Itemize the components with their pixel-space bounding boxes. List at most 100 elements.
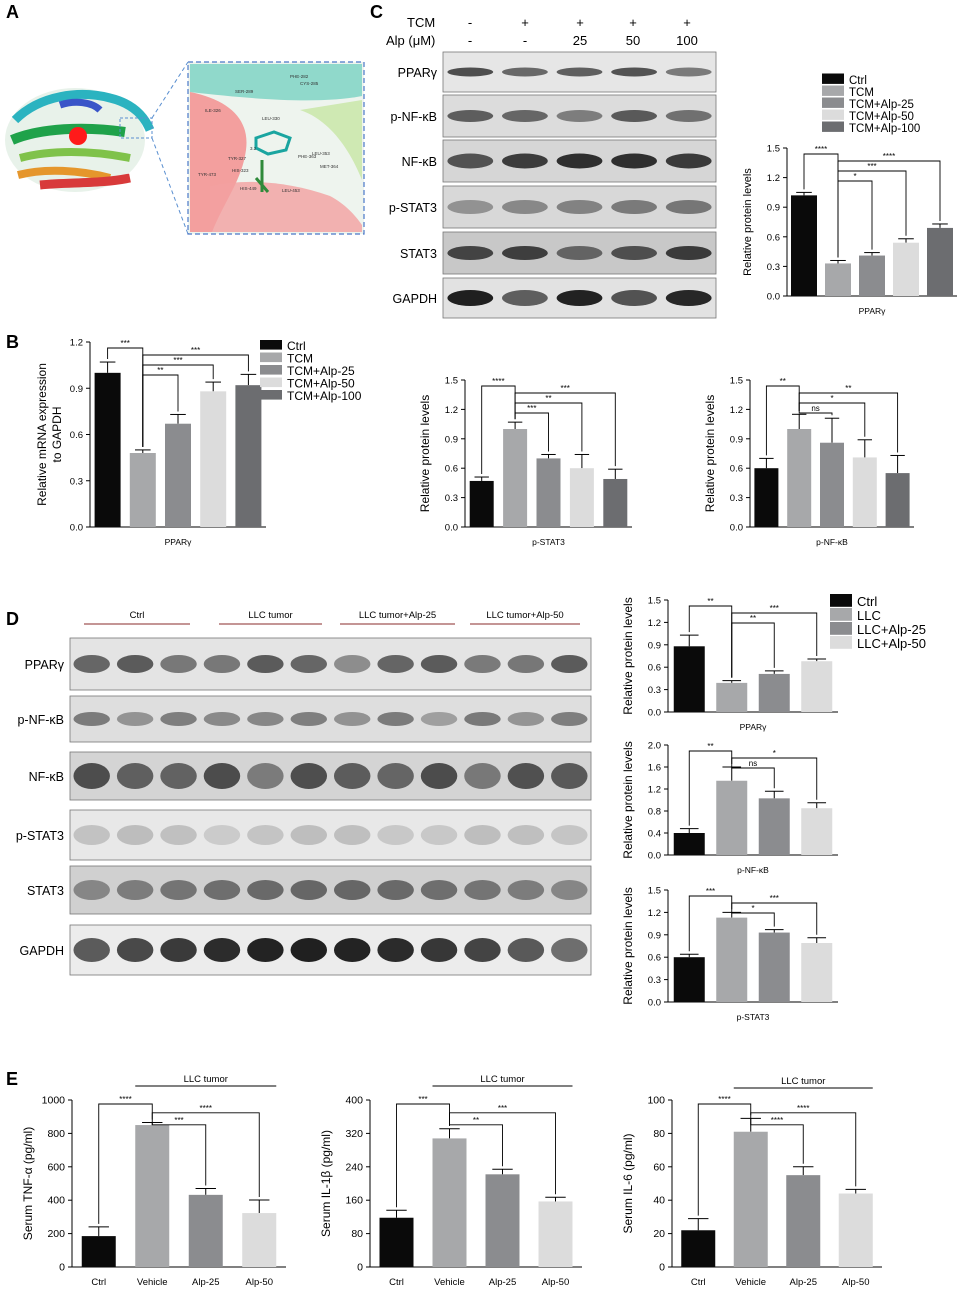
blot-band (116, 712, 154, 726)
blot-band (464, 825, 501, 845)
blot-band (73, 655, 110, 673)
panel-label-a: A (6, 2, 19, 22)
alp-column-value: 100 (676, 33, 698, 48)
blot-label: GAPDH (20, 944, 64, 958)
bar-1 (825, 263, 851, 296)
blot-band (420, 763, 458, 789)
x-axis-label: p-STAT3 (532, 537, 565, 547)
bar-2 (485, 1174, 520, 1267)
blot-band (247, 938, 284, 962)
blot-band (501, 153, 548, 169)
residue-label: LEU-330 (262, 116, 280, 121)
bar-2 (188, 1194, 223, 1267)
bar-2 (786, 1175, 821, 1267)
chart-B_pSTAT3: 0.0 0.3 0.6 0.9 1.2 1.5 Relative protein level… (418, 376, 632, 547)
tcm-column-value: + (576, 15, 584, 30)
bar-2 (820, 442, 844, 527)
y-tick-label: 1.2 (767, 173, 780, 184)
panel-label-b: B (6, 332, 19, 352)
significance-label: *** (498, 1104, 507, 1113)
residue-label: HIS-323 (232, 168, 249, 173)
significance-bracket: *** (514, 384, 616, 467)
blot-band (333, 712, 371, 726)
significance-label: **** (200, 1104, 212, 1113)
y-tick-label: 1.2 (648, 908, 661, 919)
bar-1 (716, 917, 748, 1002)
significance-bracket: * (837, 172, 873, 258)
blot-band (420, 938, 458, 962)
bar-0 (754, 468, 779, 527)
tcm-row-label: TCM (407, 15, 435, 30)
x-tick-label: Ctrl (389, 1277, 404, 1288)
residue-label: LEU-453 (282, 188, 300, 193)
bar-1 (716, 682, 748, 712)
significance-label: *** (770, 894, 779, 903)
x-tick-label: Alp-50 (542, 1277, 569, 1288)
blot-band (551, 763, 588, 789)
residue-label: TYR-473 (198, 172, 217, 177)
bar-1 (503, 429, 528, 527)
y-tick-label: 100 (647, 1095, 665, 1107)
significance-label: *** (770, 604, 779, 613)
docking-structure-image: PHE-282 CYS-285 SER-289 ILE-326 LEU-330 TYR-3… (5, 61, 365, 235)
group-label: LLC tumor (184, 1074, 228, 1085)
bar-4 (885, 473, 910, 527)
binding-site-zoom: PHE-282 CYS-285 SER-289 ILE-326 LEU-330 TYR-3… (187, 61, 365, 235)
blot-band (247, 763, 284, 789)
blot-band (551, 880, 588, 900)
significance-label: ** (157, 366, 163, 375)
blot-band (551, 825, 588, 845)
y-tick-label: 0.3 (648, 685, 661, 696)
x-axis-label: p-NF-κB (816, 537, 848, 547)
tcm-column-value: + (521, 15, 529, 30)
chart-C_PPARg: 0.0 0.3 0.6 0.9 1.2 1.5 Relative protein level… (742, 73, 957, 316)
significance-label: *** (121, 339, 130, 348)
blot-band (203, 712, 241, 726)
x-tick-label: Alp-25 (790, 1277, 817, 1288)
y-tick-label: 1.5 (648, 886, 661, 897)
significance-label: *** (706, 887, 715, 896)
residue-label: PHE-363 (298, 154, 317, 159)
significance-label: ns (811, 404, 819, 413)
blot-band (611, 290, 658, 306)
blot-band (73, 938, 110, 962)
significance-label: *** (174, 1116, 183, 1125)
blot-band (501, 290, 548, 306)
significance-bracket: **** (837, 152, 941, 258)
legend-swatch (830, 594, 852, 607)
chart-D_pNFkB: 0.0 0.4 0.8 1.2 1.6 2.0 Relative protein level… (621, 741, 838, 875)
blot-band (420, 880, 458, 900)
significance-bracket: *** (731, 604, 818, 678)
blot-band (116, 825, 154, 845)
chart-E_IL1b: 0 80 160 240 320 400 Serum IL-1β (pg/ml) Ctrl Ve… (319, 1074, 582, 1288)
blot-band (665, 246, 712, 260)
blot-strip (69, 865, 592, 915)
blot-band (556, 67, 603, 77)
blot-band (464, 763, 501, 789)
legend-swatch (822, 85, 844, 96)
residue-label: CYS-285 (300, 81, 319, 86)
y-tick-label: 0.3 (730, 493, 743, 504)
y-axis-label: Relative protein levels (621, 597, 635, 714)
group-label: LLC tumor (248, 610, 292, 621)
y-tick-label: 60 (653, 1161, 665, 1173)
y-axis-label: Serum TNF-α (pg/ml) (21, 1127, 35, 1240)
blot-band (160, 655, 197, 673)
bar-3 (801, 943, 833, 1002)
blot-band (247, 880, 284, 900)
blot-band (377, 938, 414, 962)
blot-band (247, 712, 284, 726)
legend-label: TCM+Alp-25 (849, 99, 914, 111)
x-tick-label: Alp-25 (489, 1277, 516, 1288)
blot-band (556, 110, 603, 122)
residue-label: LEU-353 (312, 151, 330, 156)
y-tick-label: 1.5 (730, 376, 743, 387)
y-tick-label: 0.3 (767, 262, 780, 273)
y-axis-label: Relative protein levels (621, 887, 635, 1004)
bar-2 (758, 673, 790, 712)
bar-1 (135, 1125, 170, 1267)
alp-column-value: - (523, 33, 527, 48)
